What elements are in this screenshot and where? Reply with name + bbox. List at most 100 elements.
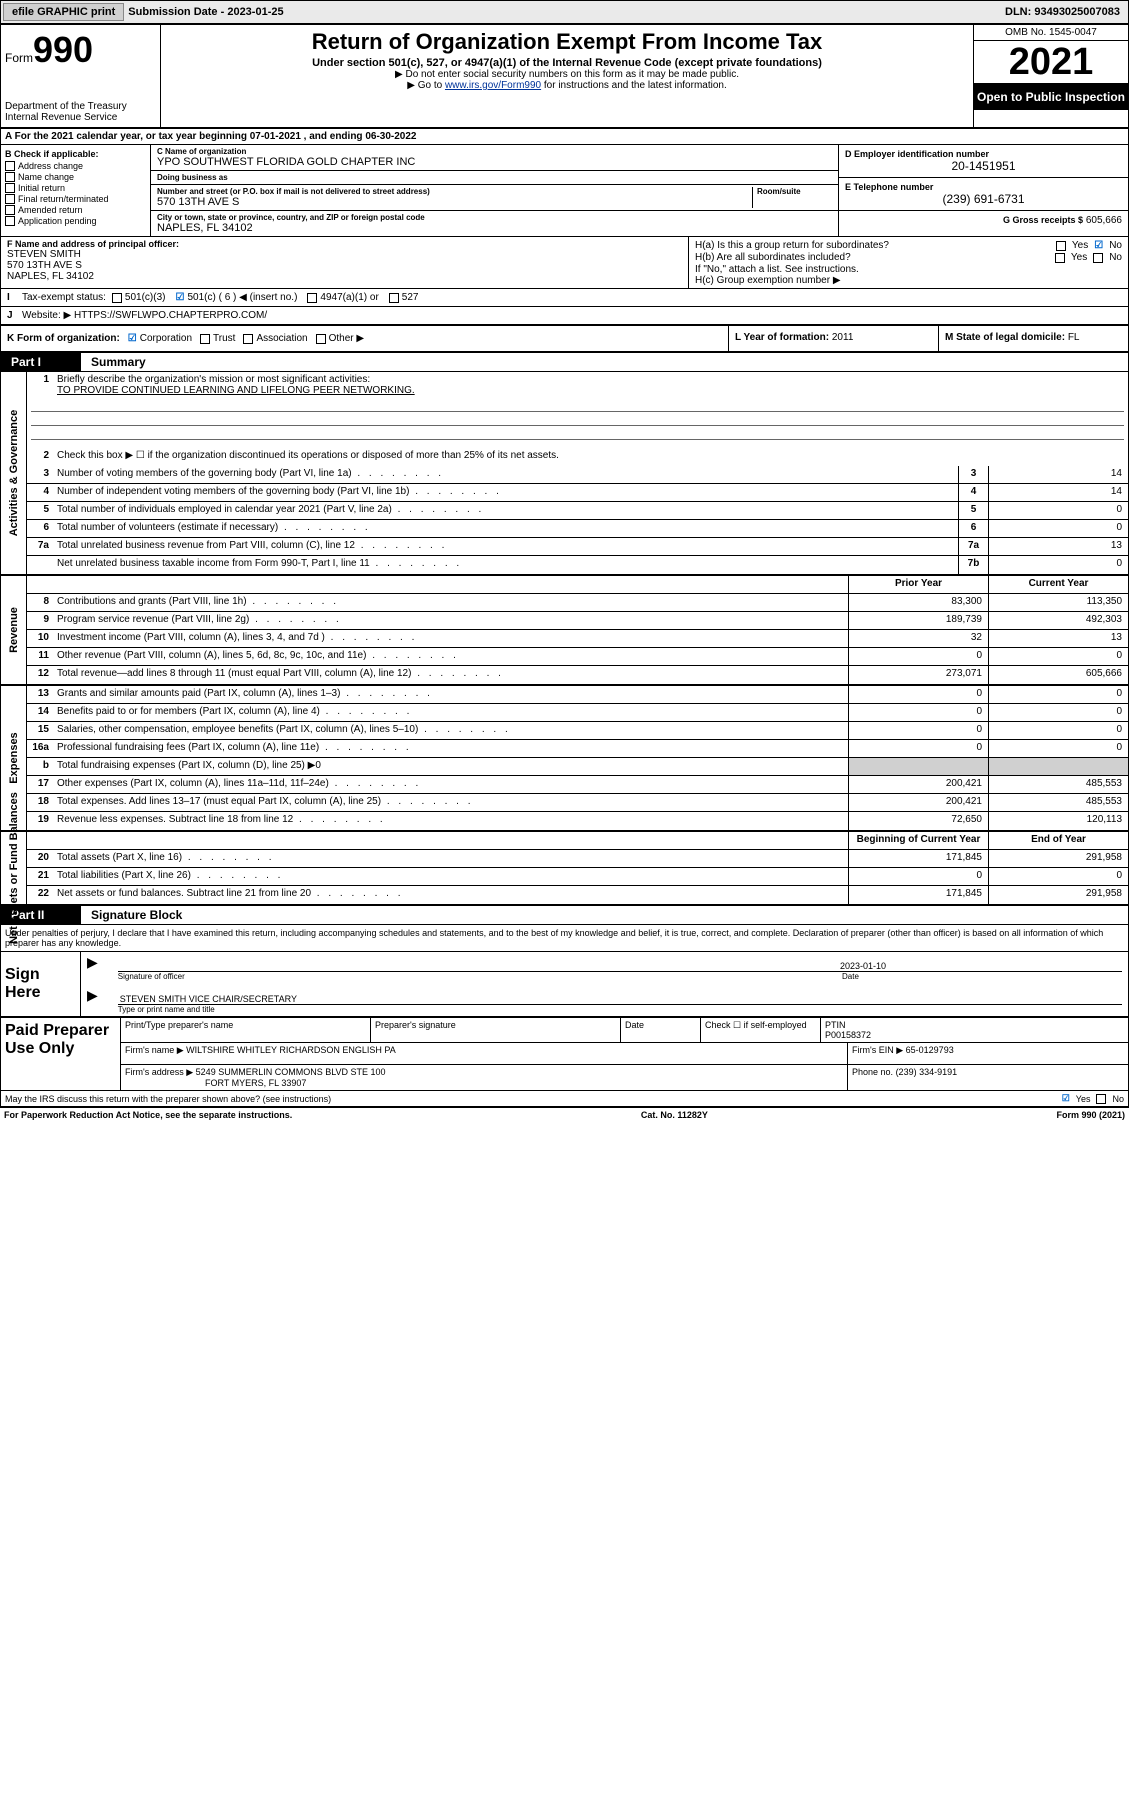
dba-block: Doing business as — [151, 171, 838, 185]
firm-phone-cell: Phone no. (239) 334-9191 — [848, 1065, 1128, 1090]
part-1-header: Part I Summary — [1, 353, 1128, 372]
rev-lines-line-9: 9Program service revenue (Part VIII, lin… — [27, 612, 1128, 630]
row-k-l-m: K Form of organization: ☑Corporation Tru… — [1, 326, 1128, 353]
revenue-side-label: Revenue — [1, 576, 27, 684]
ein-block: D Employer identification number 20-1451… — [839, 145, 1128, 178]
year-formation: L Year of formation: 2011 — [728, 326, 938, 351]
chk-amended-return[interactable]: Amended return — [5, 205, 146, 215]
gov-line-7b: Net unrelated business taxable income fr… — [27, 556, 1128, 574]
website-label: Website: ▶ — [22, 310, 71, 321]
chk-501c[interactable]: ☑501(c) ( 6 ) ◀ (insert no.) — [176, 292, 298, 303]
exp-lines-line-18: 18Total expenses. Add lines 13–17 (must … — [27, 794, 1128, 812]
column-b-checkboxes: B Check if applicable: Address change Na… — [1, 145, 151, 236]
sign-here-section: Sign Here ▶ 2023-01-10 Signature of offi… — [1, 952, 1128, 1018]
mission-blank-2 — [31, 412, 1124, 426]
tax-exempt-label: Tax-exempt status: — [16, 289, 112, 306]
self-employed-cell: Check ☐ if self-employed — [701, 1018, 821, 1042]
row-i-label: I — [1, 289, 16, 306]
governance-section: Activities & Governance 1 Briefly descri… — [1, 372, 1128, 576]
chk-address-change[interactable]: Address change — [5, 161, 146, 171]
netassets-section: Net Assets or Fund Balances Beginning of… — [1, 832, 1128, 906]
net-lines-line-22: 22Net assets or fund balances. Subtract … — [27, 886, 1128, 904]
chk-initial-return[interactable]: Initial return — [5, 183, 146, 193]
part-2-title: Signature Block — [81, 906, 192, 924]
efile-print-button[interactable]: efile GRAPHIC print — [3, 3, 124, 21]
ha-question: H(a) Is this a group return for subordin… — [695, 240, 889, 251]
ha-yes-checkbox[interactable] — [1056, 241, 1066, 251]
chk-other[interactable]: Other ▶ — [316, 333, 364, 344]
hb-yes-checkbox[interactable] — [1055, 253, 1065, 263]
exp-lines-line-15: 15Salaries, other compensation, employee… — [27, 722, 1128, 740]
sig-date-label: Date — [842, 972, 1122, 981]
type-name-label: Type or print name and title — [118, 1005, 1122, 1014]
dln-value: DLN: 93493025007083 — [1005, 6, 1126, 18]
chk-final-return[interactable]: Final return/terminated — [5, 194, 146, 204]
chk-name-change[interactable]: Name change — [5, 172, 146, 182]
city-state-zip: NAPLES, FL 34102 — [157, 222, 832, 234]
irs-label: Internal Revenue Service — [5, 112, 156, 123]
end-year-header: End of Year — [988, 832, 1128, 849]
discuss-no-checkbox[interactable] — [1096, 1094, 1106, 1104]
chk-trust[interactable]: Trust — [200, 333, 235, 344]
exp-lines-line-13: 13Grants and similar amounts paid (Part … — [27, 686, 1128, 704]
officer-signature-line: 2023-01-10 — [118, 954, 1122, 972]
discontinued-question: 2 Check this box ▶ ☐ if the organization… — [27, 448, 1128, 466]
sig-officer-label: Signature of officer — [118, 972, 185, 981]
omb-number: OMB No. 1545-0047 — [974, 25, 1128, 41]
mission-blank-1 — [31, 398, 1124, 412]
group-return-section: H(a) Is this a group return for subordin… — [688, 237, 1128, 288]
chk-501c3[interactable]: 501(c)(3) — [112, 292, 166, 303]
sign-here-label: Sign Here — [1, 952, 81, 1016]
hb-note: If "No," attach a list. See instructions… — [695, 264, 1122, 275]
mission-blank-3 — [31, 426, 1124, 440]
page-footer: For Paperwork Reduction Act Notice, see … — [0, 1108, 1129, 1122]
row-f-h: F Name and address of principal officer:… — [1, 237, 1128, 289]
open-to-public: Open to Public Inspection — [974, 84, 1128, 110]
chk-association[interactable]: Association — [243, 333, 307, 344]
governance-side-label: Activities & Governance — [1, 372, 27, 574]
chk-application-pending[interactable]: Application pending — [5, 216, 146, 226]
ha-no-checkmark: ☑ — [1094, 240, 1103, 251]
gross-receipts-value: 605,666 — [1086, 215, 1122, 226]
revenue-header-row: Prior Year Current Year — [27, 576, 1128, 594]
chk-4947[interactable]: 4947(a)(1) or — [307, 292, 378, 303]
chk-527[interactable]: 527 — [389, 292, 419, 303]
mission-text: TO PROVIDE CONTINUED LEARNING AND LIFELO… — [57, 385, 1124, 396]
dept-treasury: Department of the Treasury — [5, 101, 156, 112]
perjury-declaration: Under penalties of perjury, I declare th… — [1, 925, 1128, 952]
form-of-org: K Form of organization: ☑Corporation Tru… — [1, 326, 728, 351]
gov-line-3: 3Number of voting members of the governi… — [27, 466, 1128, 484]
phone-block: E Telephone number (239) 691-6731 — [839, 178, 1128, 211]
officer-printed-name: STEVEN SMITH VICE CHAIR/SECRETARY — [118, 987, 1122, 1005]
current-year-header: Current Year — [988, 576, 1128, 593]
website-row: J Website: ▶ HTTPS://SWFLWPO.CHAPTERPRO.… — [1, 307, 1128, 326]
column-c-org-info: C Name of organization YPO SOUTHWEST FLO… — [151, 145, 838, 236]
state-domicile: M State of legal domicile: FL — [938, 326, 1128, 351]
officer-name: STEVEN SMITH — [7, 249, 682, 260]
exp-lines-line-17: 17Other expenses (Part IX, column (A), l… — [27, 776, 1128, 794]
form-990-container: Form990 Department of the Treasury Inter… — [0, 24, 1129, 1108]
hb-question: H(b) Are all subordinates included? — [695, 252, 851, 263]
rev-lines-line-8: 8Contributions and grants (Part VIII, li… — [27, 594, 1128, 612]
header-right: OMB No. 1545-0047 2021 Open to Public In… — [973, 25, 1128, 127]
top-action-bar: efile GRAPHIC print Submission Date - 20… — [0, 0, 1129, 24]
form-version: Form 990 (2021) — [1056, 1110, 1125, 1120]
begin-year-header: Beginning of Current Year — [848, 832, 988, 849]
chk-corporation[interactable]: ☑Corporation — [128, 333, 192, 344]
discuss-yes-check: ☑ — [1062, 1093, 1070, 1104]
expenses-section: Expenses 13Grants and similar amounts pa… — [1, 686, 1128, 832]
prior-year-header: Prior Year — [848, 576, 988, 593]
tax-year: 2021 — [974, 41, 1128, 84]
prep-date-cell: Date — [621, 1018, 701, 1042]
gross-receipts-block: G Gross receipts $ 605,666 — [839, 211, 1128, 230]
instructions-link[interactable]: www.irs.gov/Form990 — [445, 80, 541, 91]
part-1-label: Part I — [1, 353, 81, 371]
net-lines-line-20: 20Total assets (Part X, line 16)171,8452… — [27, 850, 1128, 868]
submission-date-label: Submission Date - 2023-01-25 — [128, 6, 283, 18]
netassets-side-label: Net Assets or Fund Balances — [1, 832, 27, 904]
website-value: HTTPS://SWFLWPO.CHAPTERPRO.COM/ — [74, 310, 267, 321]
hb-no-checkbox[interactable] — [1093, 253, 1103, 263]
paperwork-notice: For Paperwork Reduction Act Notice, see … — [4, 1110, 292, 1120]
instructions-link-line: ▶ Go to www.irs.gov/Form990 for instruct… — [165, 80, 969, 91]
street-block: Number and street (or P.O. box if mail i… — [151, 185, 838, 211]
